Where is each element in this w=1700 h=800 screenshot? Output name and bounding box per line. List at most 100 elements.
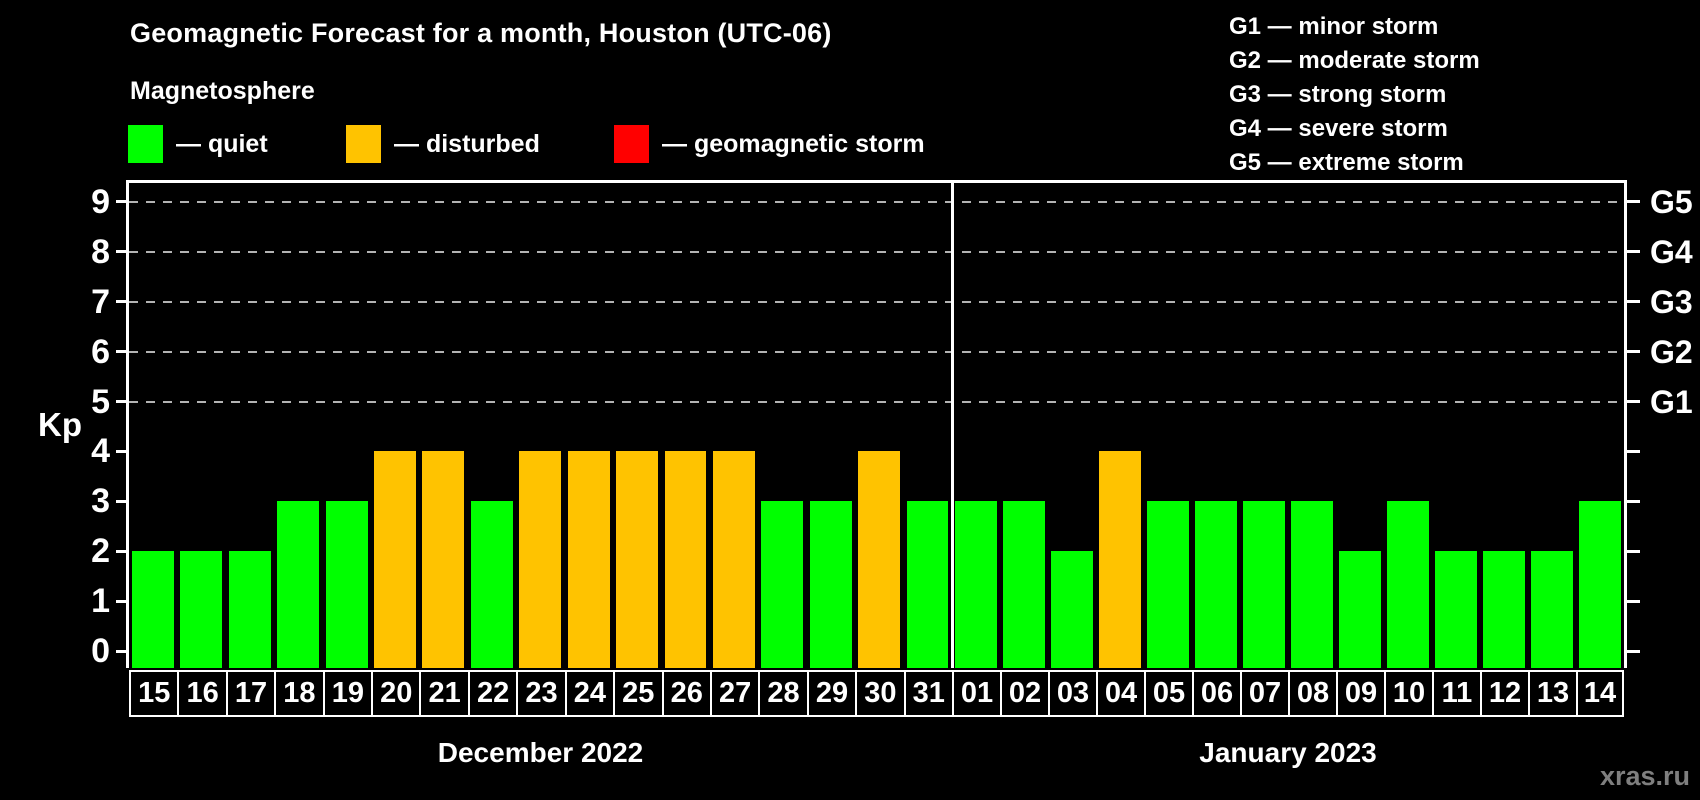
- kp-bar-jan-07: [1243, 501, 1285, 668]
- day-label-dec-24: 24: [564, 670, 616, 717]
- right-tick-9: [1627, 200, 1640, 204]
- y-axis-tick-label-7: 7: [91, 282, 110, 321]
- legend-label-quiet: — quiet: [176, 129, 268, 158]
- left-tick-0: [116, 649, 129, 653]
- g-scale-legend-item-5: G5 — extreme storm: [1229, 149, 1464, 176]
- right-tick-1: [1627, 599, 1640, 603]
- month-label-december-2022: December 2022: [437, 737, 644, 768]
- right-tick-7: [1627, 300, 1640, 304]
- kp-bar-dec-24: [567, 451, 610, 668]
- kp-bar-jan-14: [1579, 501, 1621, 668]
- left-tick-1: [116, 599, 129, 603]
- chart-title: Geomagnetic Forecast for a month, Housto…: [130, 18, 832, 48]
- kp-bar-dec-28: [761, 501, 804, 668]
- y-axis-tick-label-5: 5: [91, 382, 110, 421]
- day-label-dec-30: 30: [855, 670, 906, 717]
- legend-item-quiet: — quiet: [128, 124, 268, 164]
- legend-label-storm: — geomagnetic storm: [662, 129, 925, 158]
- legend-label-disturbed: — disturbed: [394, 129, 540, 158]
- y-axis-tick-label-1: 1: [91, 582, 110, 621]
- kp-bar-dec-19: [325, 501, 368, 668]
- day-label-dec-29: 29: [806, 670, 858, 717]
- right-tick-3: [1627, 499, 1640, 503]
- y-axis-title: Kp: [38, 406, 82, 443]
- gridline-kp-7: [129, 300, 1624, 303]
- g-level-label-G1: G1: [1650, 383, 1693, 420]
- day-label-jan-12: 12: [1480, 670, 1530, 717]
- kp-bar-dec-16: [180, 551, 223, 668]
- month-divider-line: [951, 183, 954, 668]
- y-axis-tick-label-0: 0: [91, 632, 110, 671]
- day-label-dec-17: 17: [225, 670, 277, 717]
- left-tick-2: [116, 549, 129, 553]
- kp-bar-jan-11: [1435, 551, 1477, 668]
- legend-item-storm: — geomagnetic storm: [614, 124, 925, 164]
- plot-area: [126, 180, 1627, 668]
- day-label-jan-05: 05: [1144, 670, 1194, 717]
- kp-bar-jan-09: [1339, 551, 1381, 668]
- g-level-label-G5: G5: [1650, 183, 1693, 220]
- day-label-jan-10: 10: [1384, 670, 1434, 717]
- gridline-kp-6: [129, 350, 1624, 353]
- day-label-jan-07: 07: [1240, 670, 1290, 717]
- legend-swatch-quiet-icon: [128, 125, 163, 163]
- kp-bar-jan-02: [1003, 501, 1045, 668]
- g-level-label-G3: G3: [1650, 283, 1693, 320]
- kp-bar-jan-10: [1387, 501, 1429, 668]
- gridline-kp-5: [129, 400, 1624, 403]
- kp-bar-dec-15: [132, 551, 174, 668]
- day-label-jan-02: 02: [1000, 670, 1050, 717]
- watermark-xras: xras.ru: [1599, 761, 1690, 791]
- right-tick-4: [1627, 449, 1640, 453]
- kp-bar-jan-06: [1195, 501, 1237, 668]
- legend-item-disturbed: — disturbed: [346, 124, 540, 164]
- day-label-jan-09: 09: [1336, 670, 1386, 717]
- left-tick-8: [116, 250, 129, 254]
- day-label-jan-14: 14: [1576, 670, 1624, 717]
- right-tick-2: [1627, 549, 1640, 553]
- y-axis-tick-label-2: 2: [91, 532, 110, 571]
- gridline-kp-8: [129, 250, 1624, 253]
- right-tick-8: [1627, 250, 1640, 254]
- kp-bar-dec-20: [374, 451, 416, 668]
- kp-bar-jan-12: [1483, 551, 1525, 668]
- y-axis-tick-label-9: 9: [91, 182, 110, 221]
- day-label-dec-27: 27: [709, 670, 761, 717]
- left-tick-5: [116, 400, 129, 404]
- day-label-jan-04: 04: [1096, 670, 1146, 717]
- left-tick-7: [116, 300, 129, 304]
- day-label-dec-25: 25: [613, 670, 664, 717]
- g-scale-legend-item-2: G2 — moderate storm: [1229, 47, 1480, 74]
- day-label-dec-31: 31: [903, 670, 954, 717]
- legend-swatch-storm-icon: [614, 125, 649, 163]
- day-label-jan-13: 13: [1528, 670, 1578, 717]
- day-label-jan-01: 01: [952, 670, 1002, 717]
- kp-bar-jan-05: [1147, 501, 1189, 668]
- kp-bar-dec-25: [616, 451, 659, 668]
- kp-bar-dec-30: [858, 451, 901, 668]
- day-label-jan-06: 06: [1192, 670, 1242, 717]
- left-tick-3: [116, 499, 129, 503]
- day-label-dec-23: 23: [516, 670, 567, 717]
- kp-bar-dec-21: [422, 451, 465, 668]
- kp-bar-dec-27: [712, 451, 755, 668]
- y-axis-tick-label-4: 4: [91, 432, 110, 471]
- kp-bar-dec-17: [228, 551, 271, 668]
- day-label-jan-03: 03: [1048, 670, 1098, 717]
- month-label-january-2023: January 2023: [1199, 737, 1377, 768]
- g-scale-legend-item-3: G3 — strong storm: [1229, 81, 1447, 108]
- left-tick-4: [116, 449, 129, 453]
- kp-bar-dec-26: [664, 451, 707, 668]
- g-scale-legend: G1 — minor storm G2 — moderate storm G3 — …: [1229, 10, 1480, 180]
- left-tick-9: [116, 200, 129, 204]
- y-axis-tick-label-3: 3: [91, 482, 110, 521]
- kp-bar-dec-18: [277, 501, 320, 668]
- day-label-dec-19: 19: [322, 670, 374, 717]
- left-tick-6: [116, 350, 129, 354]
- kp-bar-jan-01: [955, 501, 997, 668]
- y-axis-tick-label-8: 8: [91, 232, 110, 271]
- kp-bar-dec-29: [809, 501, 852, 668]
- y-axis-tick-label-6: 6: [91, 332, 110, 371]
- day-label-dec-15: 15: [129, 670, 180, 717]
- magnetosphere-subtitle: Magnetosphere: [130, 77, 315, 105]
